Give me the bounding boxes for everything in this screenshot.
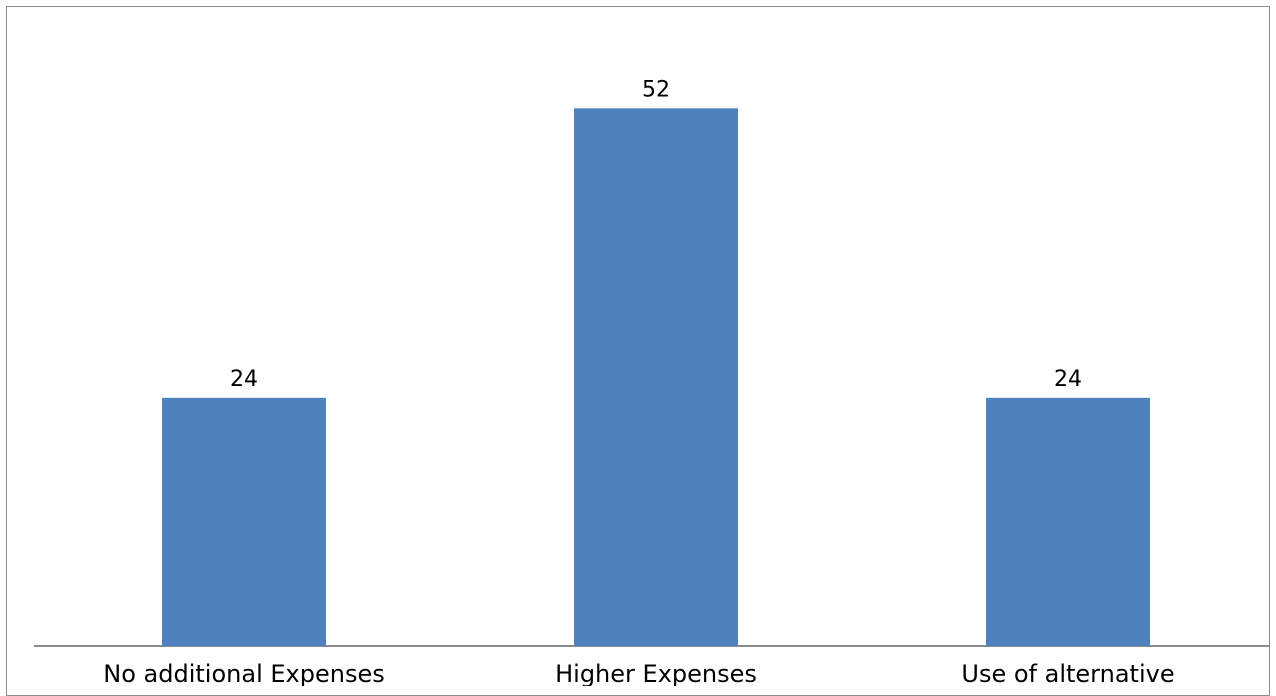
data-label: 24	[230, 367, 258, 392]
data-label: 24	[1054, 367, 1082, 392]
bar	[162, 397, 326, 646]
data-label: 52	[642, 77, 670, 102]
x-tick-label: Use of alternative	[961, 660, 1174, 686]
bar	[986, 397, 1150, 646]
x-tick-label: Higher Expenses	[555, 660, 757, 686]
x-tick-label: No additional Expenses	[103, 660, 384, 686]
bar	[574, 108, 738, 647]
